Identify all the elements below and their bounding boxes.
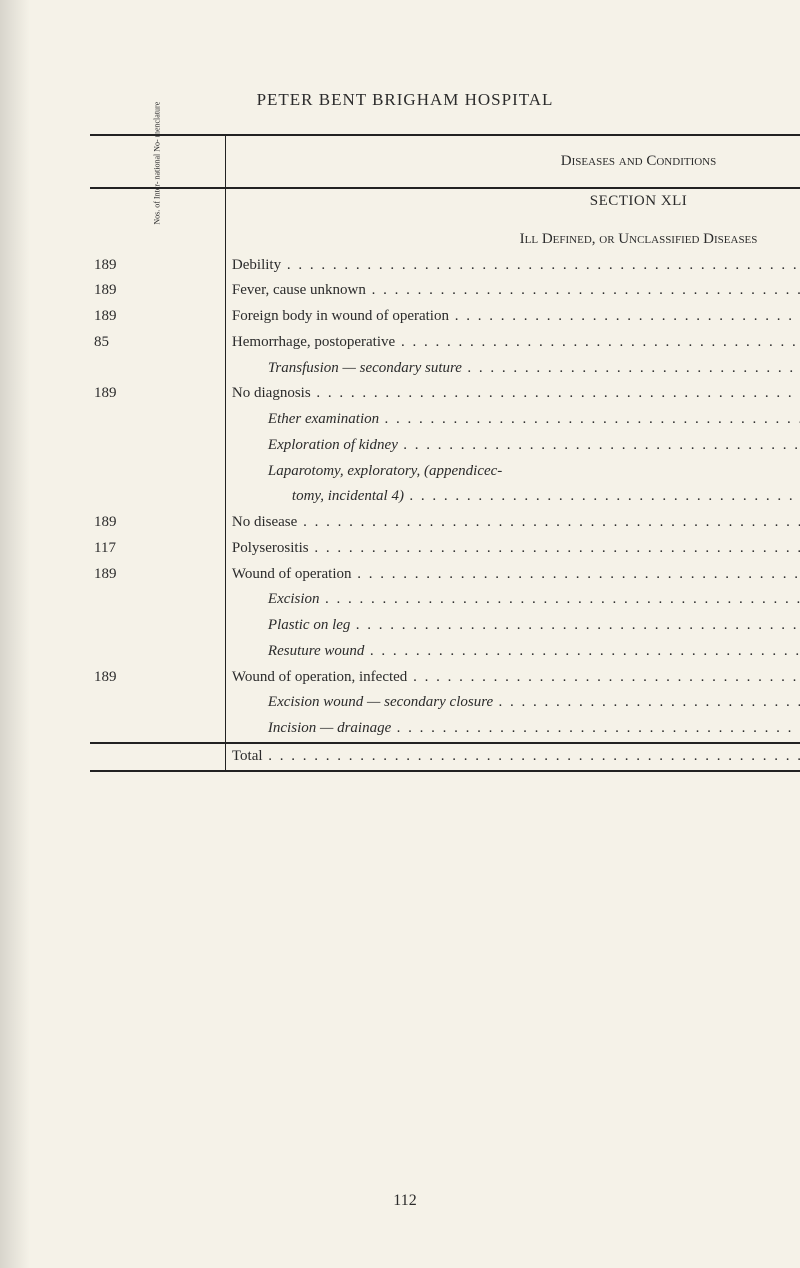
table-row: 189No diagnosis30 <box>90 381 800 407</box>
total-row: Total 2,604 91 1,602 69 <box>90 744 800 771</box>
row-nos <box>90 613 225 639</box>
row-nos: 85 <box>90 330 225 356</box>
table-row: Plastic on leg1 <box>90 613 800 639</box>
row-desc: Resuture wound <box>232 643 800 659</box>
row-nos <box>90 690 225 716</box>
row-nos: 189 <box>90 562 225 588</box>
row-desc: Fever, cause unknown <box>232 282 800 298</box>
row-desc: Exploration of kidney <box>232 437 800 453</box>
total-label: Total <box>232 748 800 764</box>
table-row: 189Foreign body in wound of operation1 <box>90 304 800 330</box>
row-nos <box>90 433 225 459</box>
data-table: Nos. of Inter- national No- menclature D… <box>90 134 800 772</box>
row-nos: 189 <box>90 510 225 536</box>
table-row: Incision — drainage1 <box>90 716 800 743</box>
row-desc: Hemorrhage, postoperative <box>232 334 800 350</box>
row-nos <box>90 459 225 485</box>
nos-label: Nos. of Inter- national No- menclature <box>153 101 161 224</box>
table-row: 189Wound of operation5 <box>90 562 800 588</box>
row-nos: 189 <box>90 381 225 407</box>
subsection-title: Ill Defined, or Unclassified Diseases <box>225 215 800 253</box>
row-desc: Laparotomy, exploratory, (appendicec- <box>232 463 502 479</box>
page-header: PETER BENT BRIGHAM HOSPITAL <box>90 90 720 110</box>
row-nos <box>90 587 225 613</box>
col-diseases: Diseases and Conditions <box>232 145 800 179</box>
table-row: Excision1 <box>90 587 800 613</box>
table-row: Excision wound — secondary closure1 <box>90 690 800 716</box>
row-nos: 189 <box>90 304 225 330</box>
row-nos: 117 <box>90 536 225 562</box>
table-row: tomy, incidental 4)7 <box>90 484 800 510</box>
table-row: 189Wound of operation, infected2 <box>90 665 800 691</box>
row-desc: Polyserositis <box>232 540 800 556</box>
row-desc: Foreign body in wound of operation <box>232 308 800 324</box>
table-row: Transfusion — secondary suture1 <box>90 356 800 382</box>
row-desc: Incision — drainage <box>232 720 800 736</box>
table-row: 117Polyserositis1 <box>90 536 800 562</box>
row-desc: Debility <box>232 257 800 273</box>
row-nos: 189 <box>90 278 225 304</box>
table-row: Resuture wound1 <box>90 639 800 665</box>
table-row: 189No disease6 <box>90 510 800 536</box>
table-row: 85Hemorrhage, postoperative1 <box>90 330 800 356</box>
row-desc: No diagnosis <box>232 385 800 401</box>
row-desc: No disease <box>232 514 800 530</box>
row-nos <box>90 356 225 382</box>
table-row: Exploration of kidney1 <box>90 433 800 459</box>
row-desc: Excision <box>232 591 800 607</box>
row-desc: Excision wound — secondary closure <box>232 694 800 710</box>
row-nos: 189 <box>90 253 225 279</box>
row-nos <box>90 484 225 510</box>
row-desc: Ether examination <box>232 411 800 427</box>
row-desc: Transfusion — secondary suture <box>232 360 800 376</box>
row-desc: Wound of operation <box>232 566 800 582</box>
table-row: 189Debility1 <box>90 253 800 279</box>
row-nos <box>90 407 225 433</box>
row-desc: Wound of operation, infected <box>232 669 800 685</box>
table-row: Laparotomy, exploratory, (appendicec- <box>90 459 800 485</box>
page-number: 112 <box>90 1192 720 1210</box>
table-row: Ether examination1 <box>90 407 800 433</box>
row-nos <box>90 639 225 665</box>
table-row: 189Fever, cause unknown1 <box>90 278 800 304</box>
section-title: SECTION XLI <box>225 189 800 215</box>
row-nos: 189 <box>90 665 225 691</box>
row-desc: tomy, incidental 4) <box>232 488 800 504</box>
row-desc: Plastic on leg <box>232 617 800 633</box>
row-nos <box>90 716 225 743</box>
